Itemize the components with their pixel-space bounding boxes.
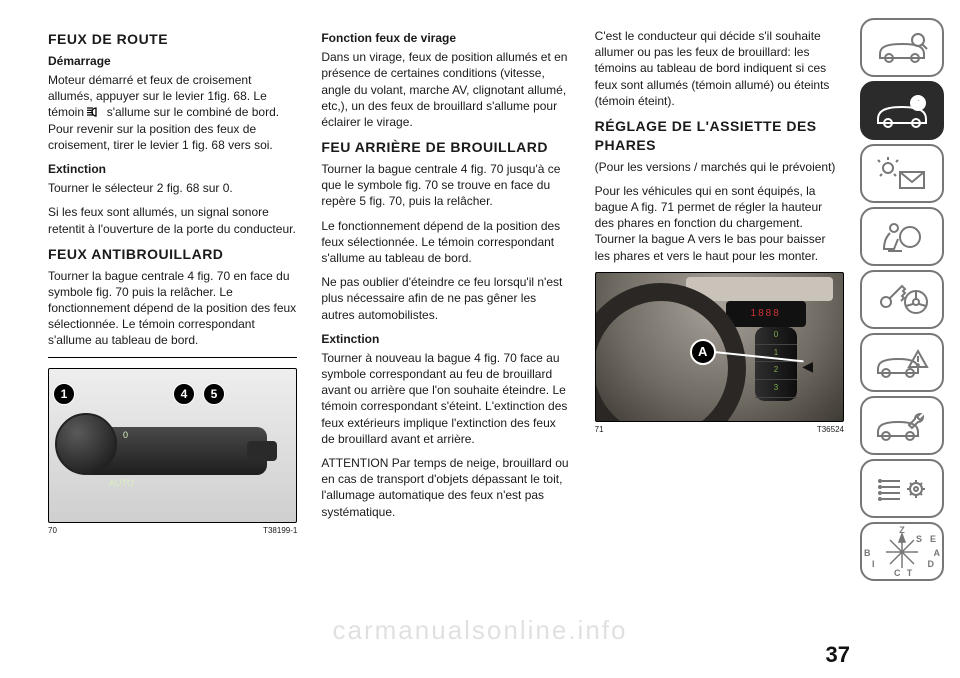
figure-number: 71: [595, 425, 604, 436]
car-service-icon[interactable]: [860, 396, 944, 455]
para: (Pour les versions / marchés qui le prév…: [595, 159, 844, 175]
svg-text:i: i: [916, 98, 919, 110]
ring-seg-3: 3: [755, 380, 797, 398]
manual-page: FEUX DE ROUTE Démarrage Moteur démarré e…: [0, 0, 960, 678]
airbag-icon[interactable]: [860, 207, 944, 266]
para: Tourner à nouveau la bague 4 fig. 70 fac…: [321, 350, 570, 447]
compass-t: T: [907, 568, 913, 578]
dial-label-0: 0: [123, 429, 128, 441]
dial-label-auto: AUTO: [109, 477, 134, 489]
para: ATTENTION Par temps de neige, brouillard…: [321, 455, 570, 520]
figure-70: 0 AUTO 1 4 5 70 T38199-1: [48, 357, 297, 537]
compass-b: B: [864, 548, 871, 558]
callout-a: A: [690, 339, 716, 365]
column-3: C'est le conducteur qui décide s'il souh…: [595, 28, 844, 650]
high-beam-icon: [87, 105, 103, 115]
figure-70-image: 0 AUTO 1 4 5: [48, 368, 297, 523]
rotary-knob: [55, 413, 117, 475]
adjust-ring: 0 1 2 3: [755, 327, 797, 401]
compass-d: D: [928, 559, 935, 569]
compass-c: C: [894, 568, 901, 578]
compass-a: A: [934, 548, 941, 558]
heading-reglage-assiette: RÉGLAGE DE L'ASSIETTE DES PHARES: [595, 117, 844, 155]
heading-antibrouillard: FEUX ANTIBROUILLARD: [48, 245, 297, 264]
para: Si les feux sont allumés, un signal sono…: [48, 204, 297, 236]
heading-feux-route: FEUX DE ROUTE: [48, 30, 297, 49]
para: Moteur démarré et feux de croisement all…: [48, 72, 297, 153]
list-gear-icon[interactable]: [860, 459, 944, 518]
subheading-demarrage: Démarrage: [48, 53, 297, 69]
heading-feu-arriere: FEU ARRIÈRE DE BROUILLARD: [321, 138, 570, 157]
figure-number: 70: [48, 526, 57, 537]
watermark: carmanualsonline.info: [0, 615, 960, 646]
figure-71-image: 1888 0 1 2 3 ◀ A: [595, 272, 844, 422]
figure-71: 1888 0 1 2 3 ◀ A 71 T36524: [595, 272, 844, 436]
para: Tourner la bague centrale 4 fig. 70 en f…: [48, 268, 297, 349]
para: Tourner le sélecteur 2 fig. 68 sur 0.: [48, 180, 297, 196]
figure-71-caption: 71 T36524: [595, 425, 844, 436]
light-mail-icon[interactable]: [860, 144, 944, 203]
ring-seg-0: 0: [755, 327, 797, 345]
indicator-arrow-icon: ◀: [802, 357, 813, 376]
compass-s: S: [916, 534, 922, 544]
figure-code: T38199-1: [263, 526, 297, 537]
para: C'est le conducteur qui décide s'il souh…: [595, 28, 844, 109]
para: Ne pas oublier d'éteindre ce feu lorsqu'…: [321, 274, 570, 323]
key-wheel-icon[interactable]: [860, 270, 944, 329]
compass-i: I: [872, 559, 875, 569]
callout-5: 5: [203, 383, 225, 405]
column-1: FEUX DE ROUTE Démarrage Moteur démarré e…: [48, 28, 297, 650]
compass-z: Z: [899, 525, 905, 535]
section-sidebar: i: [860, 18, 944, 581]
subheading-virage: Fonction feux de virage: [321, 30, 570, 46]
para: Pour les véhicules qui en sont équipés, …: [595, 183, 844, 264]
content-columns: FEUX DE ROUTE Démarrage Moteur démarré e…: [48, 28, 844, 650]
callout-1: 1: [53, 383, 75, 405]
subheading-extinction: Extinction: [48, 161, 297, 177]
subheading-extinction2: Extinction: [321, 331, 570, 347]
para: Le fonctionnement dépend de la position …: [321, 218, 570, 267]
car-inspect-icon[interactable]: [860, 18, 944, 77]
figure-code: T36524: [817, 425, 844, 436]
callout-4: 4: [173, 383, 195, 405]
page-number: 37: [826, 642, 850, 668]
column-2: Fonction feux de virage Dans un virage, …: [321, 28, 570, 650]
compass-e: E: [930, 534, 936, 544]
car-info-icon[interactable]: i: [860, 81, 944, 140]
para: Dans un virage, feux de position allumés…: [321, 49, 570, 130]
car-warning-icon[interactable]: [860, 333, 944, 392]
para: Tourner la bague centrale 4 fig. 70 jusq…: [321, 161, 570, 210]
ring-seg-2: 2: [755, 362, 797, 380]
figure-70-caption: 70 T38199-1: [48, 526, 297, 537]
instrument-cluster: 1888: [726, 301, 806, 327]
compass-icon[interactable]: Z E A D B C T I S: [860, 522, 944, 581]
